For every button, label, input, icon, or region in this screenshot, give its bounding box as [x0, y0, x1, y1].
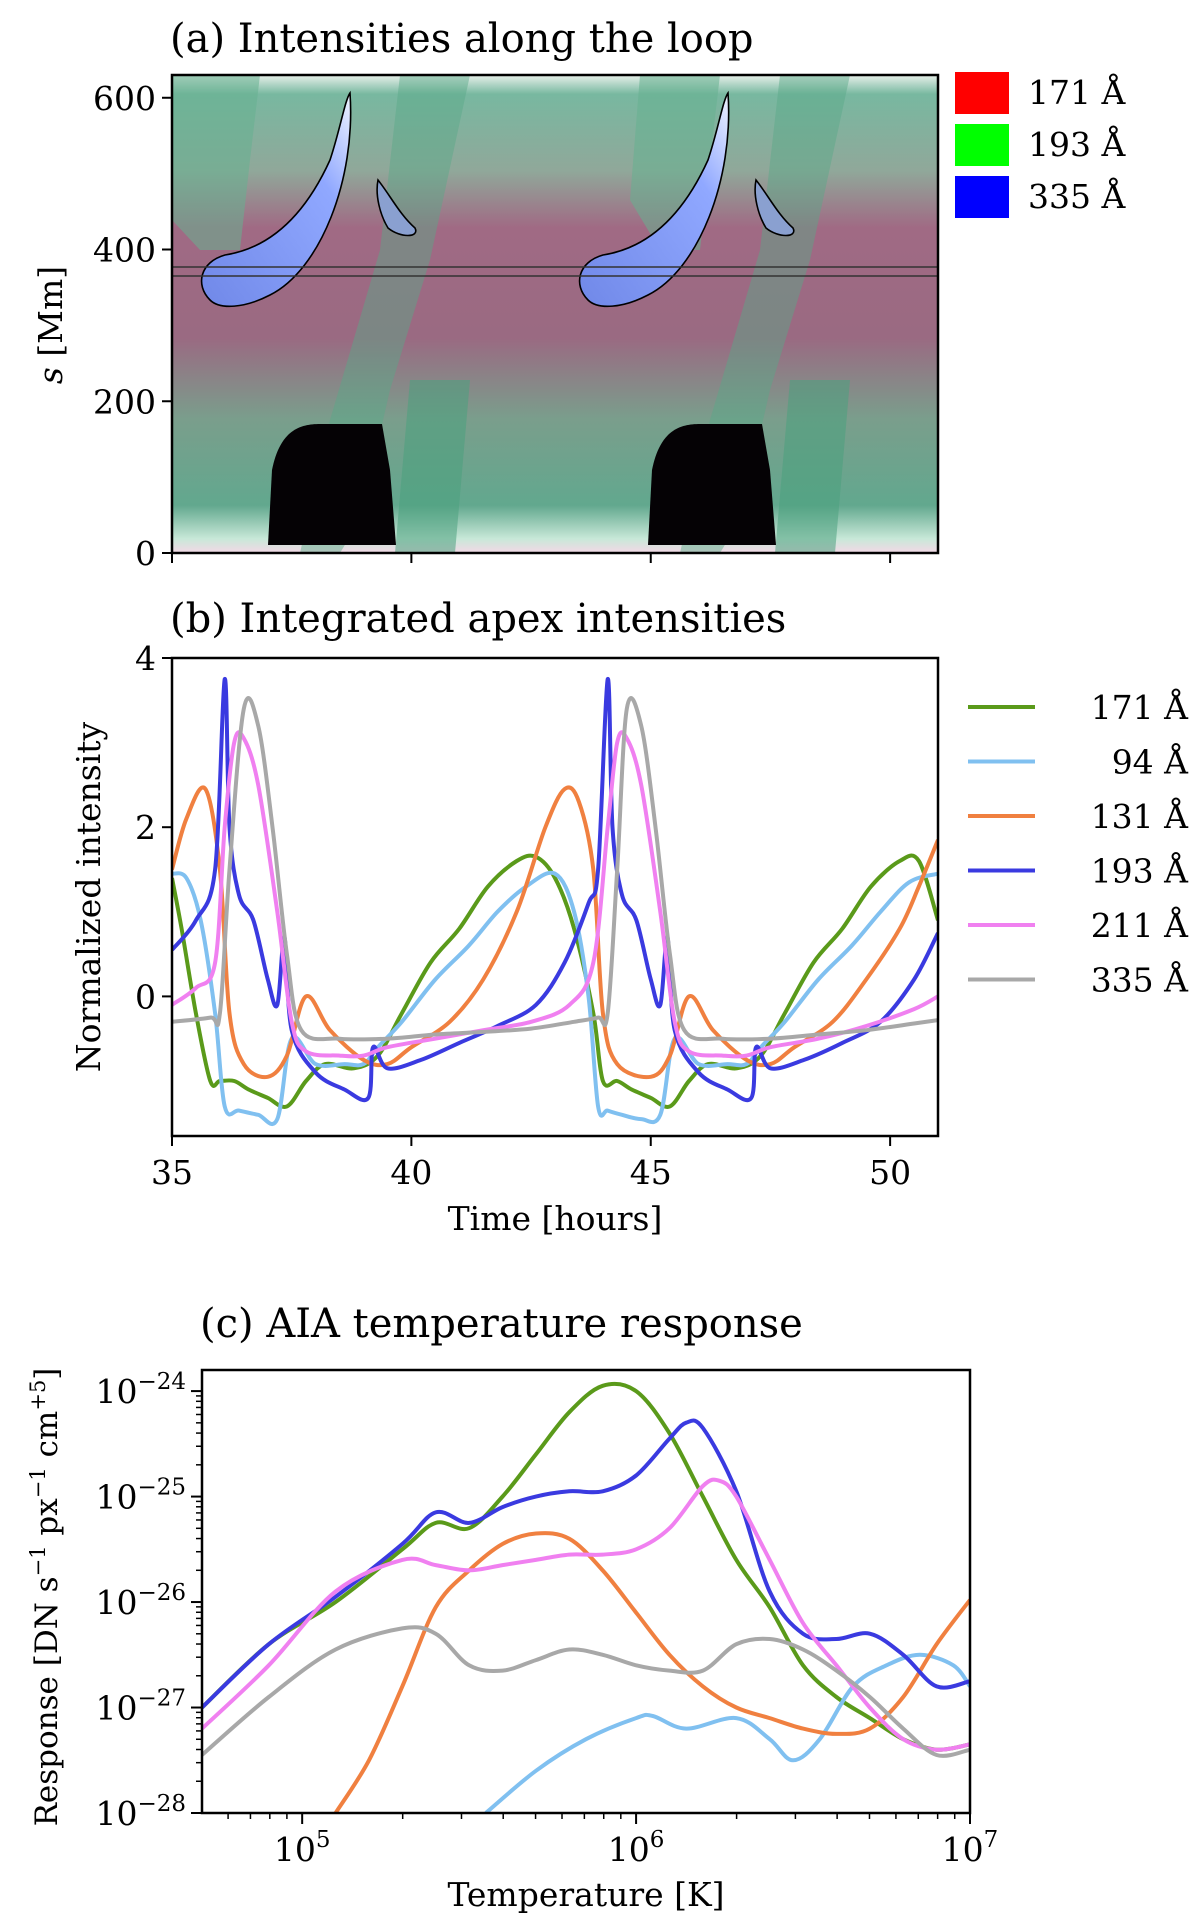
y-tick-label: 2: [135, 808, 156, 847]
x-tick-label: 105: [274, 1827, 331, 1869]
x-tick-label: 107: [942, 1827, 999, 1869]
y-tick-label: 10−25: [95, 1475, 186, 1517]
panel-a-heatmap: [172, 75, 938, 553]
y-tick-label: 600: [93, 79, 156, 118]
legend-label: 131 Å: [1091, 796, 1189, 836]
series-line: [484, 1652, 970, 1813]
legend-label: 211 Å: [1091, 905, 1189, 945]
panel-b-plot: [172, 677, 938, 1126]
series-line: [172, 677, 938, 1103]
y-tick-label: 10−27: [95, 1686, 186, 1728]
heatmap-black-region: [268, 424, 396, 545]
series-line: [202, 1625, 970, 1758]
y-tick-label: 0: [135, 534, 156, 573]
legend-label: 171 Å: [1091, 687, 1189, 727]
series-line: [202, 1418, 970, 1709]
legend-swatch: [955, 72, 1009, 114]
heatmap-black-region: [648, 424, 776, 545]
legend-swatch: [955, 124, 1009, 166]
panel-a-legend: 171 Å 193 Å 335 Å: [955, 72, 1126, 218]
series-line: [333, 1531, 970, 1813]
legend-label: 193 Å: [1028, 124, 1126, 164]
heatmap-335-contour: [754, 178, 795, 237]
x-tick-label: 50: [869, 1153, 911, 1192]
panel-b-xlabel: Time [hours]: [448, 1199, 663, 1238]
heatmap-335-contour: [376, 178, 417, 237]
y-tick-label: 4: [135, 639, 156, 678]
ylabel-unit: [Mm]: [31, 266, 70, 367]
panel-a-axes: 0 200 400 600: [93, 79, 892, 573]
panel-c-title: (c) AIA temperature response: [200, 1301, 803, 1347]
y-tick-label: 10−26: [95, 1580, 186, 1622]
y-tick-label: 0: [135, 977, 156, 1016]
panel-a-frame: [170, 73, 940, 555]
panel-c-ylabel: Response [DN s−1 px−1 cm+5]: [26, 1368, 65, 1827]
heatmap-green-front: [775, 380, 850, 553]
legend-swatch: [955, 176, 1009, 218]
y-tick-label: 400: [93, 231, 156, 270]
panel-c-frame: [200, 1368, 972, 1815]
y-tick-label: 200: [93, 382, 156, 421]
legend-label: 335 Å: [1028, 176, 1126, 216]
x-tick-label: 40: [390, 1153, 432, 1192]
series-line: [172, 730, 938, 1059]
legend-label: 171 Å: [1028, 72, 1126, 112]
series-line: [202, 1381, 970, 1752]
series-line: [172, 785, 938, 1080]
x-tick-label: 35: [151, 1153, 193, 1192]
y-tick-label: 10−28: [95, 1791, 186, 1833]
heatmap-335-contour: [200, 90, 352, 308]
panel-b-axes: 35 40 45 50 0 2 4: [135, 639, 911, 1192]
y-tick-label: 10−24: [95, 1369, 186, 1411]
panel-c-axes: 105 106 107 10−28 10−27 10−26 10−25 10−24: [95, 1369, 998, 1869]
heatmap-335-contour: [578, 90, 730, 308]
panel-a-ylabel: s [Mm]: [31, 266, 70, 384]
x-tick-label: 106: [608, 1827, 665, 1869]
legend-label: 193 Å: [1091, 851, 1189, 891]
panel-b-frame: [170, 656, 940, 1138]
heatmap-green-front: [395, 380, 470, 553]
panel-c-xlabel: Temperature [K]: [447, 1875, 724, 1914]
x-tick-label: 45: [630, 1153, 672, 1192]
panel-b-title: (b) Integrated apex intensities: [170, 596, 786, 642]
panel-c-plot: [202, 1381, 970, 1813]
ylabel-italic: s: [31, 367, 70, 384]
legend-label: 94 Å: [1112, 742, 1189, 782]
legend-label: 335 Å: [1091, 960, 1189, 1000]
panel-b-legend: 171 Å 94 Å 131 Å 193 Å 211 Å 335 Å: [968, 687, 1189, 1000]
panel-a-title: (a) Intensities along the loop: [170, 16, 754, 62]
panel-b-ylabel: Normalized intensity: [69, 721, 108, 1072]
series-line: [172, 696, 938, 1042]
heatmap-green-front: [172, 75, 260, 250]
series-line: [172, 853, 938, 1109]
